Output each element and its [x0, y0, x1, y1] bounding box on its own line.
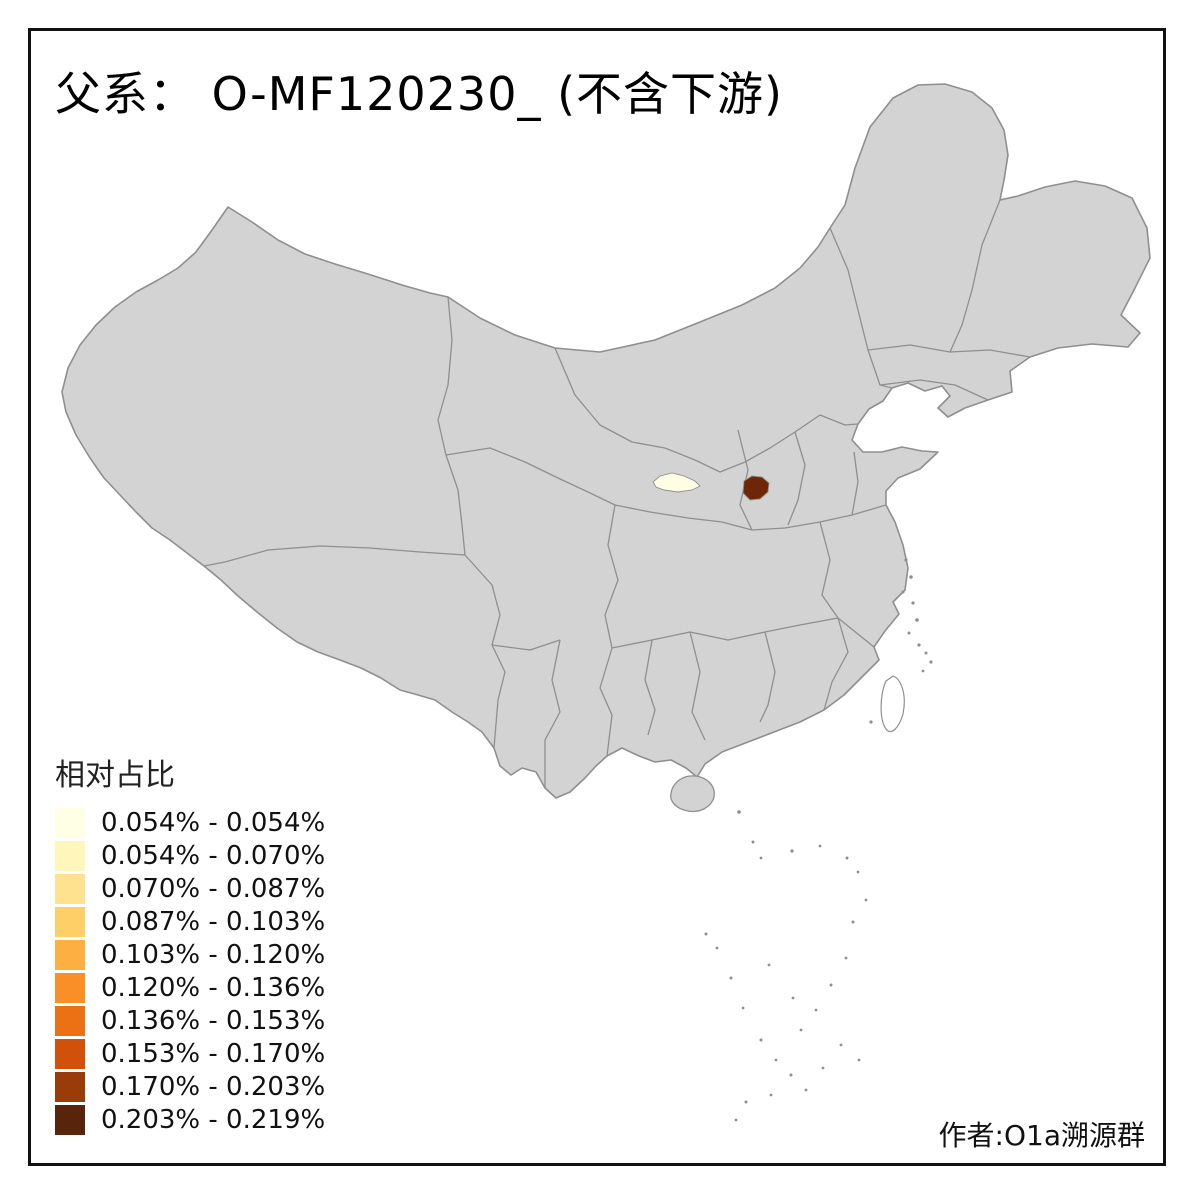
- legend-swatch: [55, 1039, 85, 1069]
- legend: 相对占比 0.054% - 0.054% 0.054% - 0.070% 0.070…: [55, 750, 325, 1138]
- legend-item: 0.054% - 0.054%: [55, 808, 325, 838]
- highlight-region-low: [652, 472, 701, 493]
- legend-item: 0.054% - 0.070%: [55, 841, 325, 871]
- legend-item: 0.136% - 0.153%: [55, 1006, 325, 1036]
- highlight-region-high: [742, 475, 770, 501]
- legend-label: 0.070% - 0.087%: [101, 874, 326, 904]
- legend-swatch: [55, 907, 85, 937]
- legend-item: 0.153% - 0.170%: [55, 1039, 325, 1069]
- legend-label: 0.087% - 0.103%: [101, 907, 326, 937]
- legend-label: 0.054% - 0.054%: [101, 808, 326, 838]
- legend-swatch: [55, 973, 85, 1003]
- legend-swatch: [55, 1105, 85, 1135]
- legend-label: 0.054% - 0.070%: [101, 841, 326, 871]
- legend-label: 0.136% - 0.153%: [101, 1006, 326, 1036]
- taiwan-island: [880, 675, 905, 733]
- legend-item: 0.170% - 0.203%: [55, 1072, 325, 1102]
- small-islands: [704, 558, 933, 1122]
- legend-swatch: [55, 874, 85, 904]
- page-title: 父系： O-MF120230_ (不含下游): [55, 67, 783, 121]
- legend-swatch: [55, 841, 85, 871]
- legend-label: 0.170% - 0.203%: [101, 1072, 326, 1102]
- legend-label: 0.103% - 0.120%: [101, 940, 326, 970]
- legend-swatch: [55, 808, 85, 838]
- legend-label: 0.203% - 0.219%: [101, 1105, 326, 1135]
- legend-swatch: [55, 1006, 85, 1036]
- legend-item: 0.120% - 0.136%: [55, 973, 325, 1003]
- legend-title: 相对占比: [55, 758, 175, 793]
- china-mainland: [61, 83, 1151, 799]
- author-credit: 作者:O1a溯源群: [938, 1119, 1145, 1152]
- legend-item: 0.203% - 0.219%: [55, 1105, 325, 1135]
- hainan-island: [670, 775, 715, 813]
- legend-swatch: [55, 940, 85, 970]
- legend-label: 0.120% - 0.136%: [101, 973, 326, 1003]
- legend-item: 0.087% - 0.103%: [55, 907, 325, 937]
- legend-rows: 0.054% - 0.054% 0.054% - 0.070% 0.070% - 0…: [55, 808, 325, 1135]
- legend-item: 0.103% - 0.120%: [55, 940, 325, 970]
- legend-item: 0.070% - 0.087%: [55, 874, 325, 904]
- legend-swatch: [55, 1072, 85, 1102]
- province-borders: [203, 199, 1031, 788]
- legend-label: 0.153% - 0.170%: [101, 1039, 326, 1069]
